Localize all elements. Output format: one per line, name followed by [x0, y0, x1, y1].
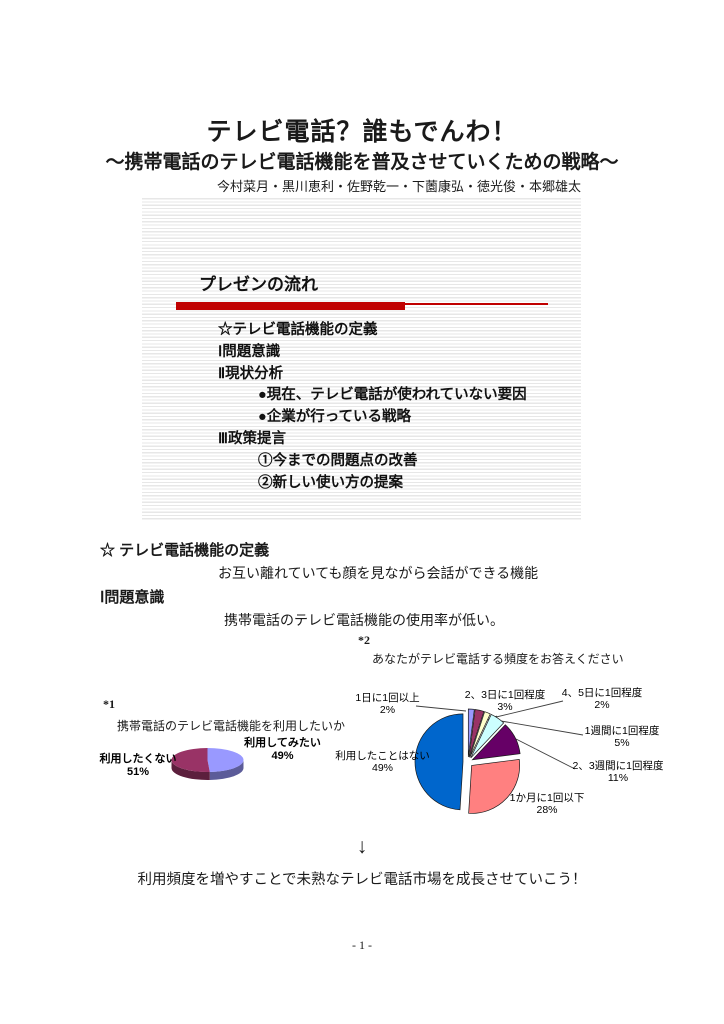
slide-item: ①今までの問題点の改善 — [258, 452, 418, 469]
page-title: テレビ電話？誰もでんわ！ — [206, 118, 518, 146]
down-arrow: ↓ — [356, 834, 368, 858]
pie-label-not-want: 利用したくない 51% — [99, 753, 177, 778]
page-subtitle: ～携帯電話のテレビ電話機能を普及させていくための戦略～ — [105, 152, 619, 173]
pie3d-side-1 — [171, 760, 210, 780]
pie-label-4-5days: 4、5日に1回程度 2% — [561, 687, 643, 711]
slide-item: Ⅲ政策提言 — [218, 430, 286, 447]
pie-slice-4 — [471, 724, 521, 761]
pie-label-2-3days: 2、3日に1回程度 3% — [464, 689, 546, 713]
pie-label-monthly: 1か月に1回以下 28% — [509, 792, 585, 816]
footnote-2-marker: *2 — [358, 633, 370, 647]
slide-title: プレゼンの流れ — [199, 275, 318, 294]
chart1-question: 携帯電話のテレビ電話機能を利用したいか — [117, 719, 346, 733]
want-to-use-pie-chart — [171, 748, 244, 780]
callout-line-2-3weeks — [515, 738, 576, 770]
callout-line-4-5days — [491, 700, 564, 719]
pie-slice-6 — [414, 713, 464, 811]
pie-slice-1 — [468, 709, 485, 758]
callout-line-daily — [415, 705, 467, 712]
pie-label-daily: 1日に1回以上 2% — [355, 692, 420, 716]
slide-item: Ⅱ現状分析 — [218, 365, 284, 382]
pie-label-want: 利用してみたい 49% — [244, 737, 321, 762]
pie-label-2-3weeks: 2、3週間に1回程度 11% — [572, 760, 664, 784]
conclusion-text: 利用頻度を増やすことで未熟なテレビ電話市場を成長させていこう！ — [137, 872, 587, 888]
slide-item: ☆テレビ電話機能の定義 — [218, 322, 378, 338]
usage-frequency-pie-chart — [414, 700, 584, 814]
slide-accent-line — [405, 303, 548, 305]
slide-item-list: ☆テレビ電話機能の定義 Ⅰ問題意識 Ⅱ現状分析 ●現在、テレビ電話が使われていない要因… — [218, 320, 568, 494]
definition-body: お互い離れていても顔を見ながら会話ができる機能 — [218, 567, 539, 582]
pie3d-side-0 — [209, 760, 244, 780]
slide-item: ●企業が行っている戦略 — [258, 409, 412, 426]
chart2-question: あなたがテレビ電話する頻度をお答えください — [372, 652, 624, 666]
slide-item: ②新しい使い方の提案 — [258, 474, 403, 491]
pie-slice-3 — [470, 713, 505, 759]
pie3d-slice-1 — [171, 748, 210, 772]
problem-body: 携帯電話のテレビ電話機能の使用率が低い。 — [224, 614, 504, 629]
slide-presentation-flow: プレゼンの流れ ☆テレビ電話機能の定義 Ⅰ問題意識 Ⅱ現状分析 ●現在、テレビ電話が使… — [142, 196, 581, 521]
pie-slice-0 — [467, 708, 475, 758]
slide-item: Ⅰ問題意識 — [218, 343, 281, 360]
definition-heading: ☆ テレビ電話機能の定義 — [100, 542, 270, 559]
slide-accent-bar — [176, 302, 405, 310]
pie3d-slice-0 — [207, 748, 244, 772]
page-number: - 1 - — [352, 938, 372, 952]
footnote-1-marker: *1 — [103, 697, 115, 711]
pie-label-never: 利用したことはない 49% — [335, 750, 430, 774]
slide-item: ●現在、テレビ電話が使われていない要因 — [258, 387, 527, 404]
pie-slice-2 — [469, 711, 491, 758]
authors-line: 今村菜月・黒川恵利・佐野乾一・下薗康弘・徳光俊・本郷雄太 — [216, 179, 581, 194]
pie-slice-5 — [468, 759, 520, 814]
pie-label-weekly: 1週間に1回程度 5% — [584, 725, 660, 749]
callout-line-weekly — [500, 720, 584, 736]
problem-heading: Ⅰ問題意識 — [100, 589, 165, 606]
